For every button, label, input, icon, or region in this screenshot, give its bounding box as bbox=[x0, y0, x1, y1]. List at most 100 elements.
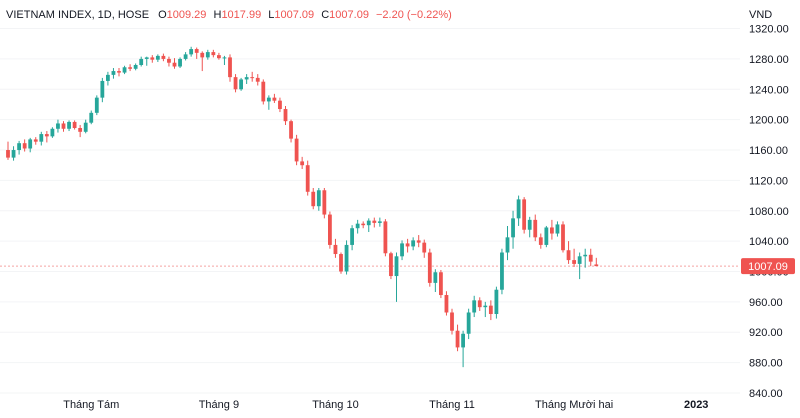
candle[interactable] bbox=[222, 55, 227, 65]
candle[interactable] bbox=[61, 121, 66, 132]
candle[interactable] bbox=[422, 239, 427, 258]
candle[interactable] bbox=[83, 119, 88, 134]
candle[interactable] bbox=[300, 156, 305, 170]
candle[interactable] bbox=[333, 238, 338, 258]
candle[interactable] bbox=[89, 110, 94, 125]
candle[interactable] bbox=[33, 137, 38, 145]
candle[interactable] bbox=[22, 139, 27, 152]
candle[interactable] bbox=[366, 218, 371, 233]
candle[interactable] bbox=[255, 74, 260, 86]
candle[interactable] bbox=[122, 65, 127, 75]
candle[interactable] bbox=[372, 217, 377, 228]
candle[interactable] bbox=[228, 54, 232, 82]
candle[interactable] bbox=[433, 269, 438, 292]
candle[interactable] bbox=[272, 93, 277, 103]
candle[interactable] bbox=[17, 140, 21, 155]
candle[interactable] bbox=[488, 300, 493, 321]
candle[interactable] bbox=[239, 77, 243, 91]
candle[interactable] bbox=[527, 216, 532, 238]
candle[interactable] bbox=[311, 187, 316, 210]
candle[interactable] bbox=[106, 71, 110, 86]
candle[interactable] bbox=[572, 248, 576, 267]
candle[interactable] bbox=[200, 51, 205, 72]
candle[interactable] bbox=[161, 53, 166, 62]
candle[interactable] bbox=[561, 221, 565, 253]
candle[interactable] bbox=[355, 219, 360, 234]
candle[interactable] bbox=[128, 64, 132, 72]
candle[interactable] bbox=[416, 235, 421, 248]
candle[interactable] bbox=[178, 57, 182, 69]
candle[interactable] bbox=[389, 251, 393, 280]
candle[interactable] bbox=[67, 120, 71, 132]
candle[interactable] bbox=[278, 97, 282, 113]
candle[interactable] bbox=[350, 225, 354, 251]
candle[interactable] bbox=[189, 46, 194, 57]
candle[interactable] bbox=[94, 95, 99, 116]
candle[interactable] bbox=[11, 146, 16, 161]
candle[interactable] bbox=[322, 187, 327, 219]
candle[interactable] bbox=[117, 68, 121, 77]
candle[interactable] bbox=[455, 324, 460, 352]
candle[interactable] bbox=[427, 248, 432, 287]
candle[interactable] bbox=[78, 124, 83, 138]
candle[interactable] bbox=[550, 219, 554, 240]
candle[interactable] bbox=[72, 120, 77, 130]
candle[interactable] bbox=[511, 210, 515, 249]
candles[interactable] bbox=[6, 46, 599, 368]
candle[interactable] bbox=[111, 68, 116, 79]
candle[interactable] bbox=[583, 248, 588, 268]
candle[interactable] bbox=[494, 286, 499, 319]
candle[interactable] bbox=[361, 221, 366, 229]
candle[interactable] bbox=[383, 219, 388, 257]
candle[interactable] bbox=[305, 160, 310, 196]
candle[interactable] bbox=[44, 131, 49, 143]
candle[interactable] bbox=[283, 105, 288, 125]
candle[interactable] bbox=[339, 252, 343, 274]
candle[interactable] bbox=[50, 127, 55, 138]
candle[interactable] bbox=[316, 187, 321, 211]
candle[interactable] bbox=[150, 55, 155, 63]
candle[interactable] bbox=[483, 301, 488, 318]
x-axis[interactable]: Tháng Tám Tháng 9 Tháng 10 Tháng 11 Tháng Mư… bbox=[63, 399, 708, 411]
candle[interactable] bbox=[250, 71, 255, 82]
candle[interactable] bbox=[144, 56, 149, 66]
candle[interactable] bbox=[594, 257, 599, 267]
candle[interactable] bbox=[28, 137, 33, 153]
candle[interactable] bbox=[405, 238, 410, 253]
candle[interactable] bbox=[461, 330, 465, 368]
candle[interactable] bbox=[466, 308, 471, 340]
candle[interactable] bbox=[577, 252, 582, 280]
candle[interactable] bbox=[133, 63, 138, 71]
candle[interactable] bbox=[444, 291, 449, 316]
candle[interactable] bbox=[56, 119, 60, 133]
candle[interactable] bbox=[100, 77, 105, 103]
candle[interactable] bbox=[328, 211, 332, 249]
candle[interactable] bbox=[266, 95, 271, 110]
candle[interactable] bbox=[261, 79, 266, 105]
candle[interactable] bbox=[439, 269, 443, 299]
candle[interactable] bbox=[211, 49, 216, 58]
candle[interactable] bbox=[194, 47, 199, 59]
candle[interactable] bbox=[538, 233, 543, 249]
candle[interactable] bbox=[533, 214, 538, 242]
candle[interactable] bbox=[167, 56, 171, 67]
candle[interactable] bbox=[544, 225, 549, 248]
candle[interactable] bbox=[400, 240, 404, 261]
candle[interactable] bbox=[289, 119, 293, 143]
candle[interactable] bbox=[172, 58, 177, 69]
candle[interactable] bbox=[139, 56, 144, 67]
candle[interactable] bbox=[394, 252, 399, 302]
candle[interactable] bbox=[500, 248, 504, 295]
candle[interactable] bbox=[233, 74, 238, 93]
candle[interactable] bbox=[294, 134, 299, 166]
candle[interactable] bbox=[377, 217, 382, 227]
candle[interactable] bbox=[472, 295, 477, 318]
candle[interactable] bbox=[217, 52, 221, 60]
candle[interactable] bbox=[450, 308, 454, 335]
candle[interactable] bbox=[205, 49, 210, 60]
candle[interactable] bbox=[244, 74, 249, 84]
candle[interactable] bbox=[477, 297, 482, 311]
candle[interactable] bbox=[6, 141, 10, 160]
candle[interactable] bbox=[411, 237, 416, 251]
